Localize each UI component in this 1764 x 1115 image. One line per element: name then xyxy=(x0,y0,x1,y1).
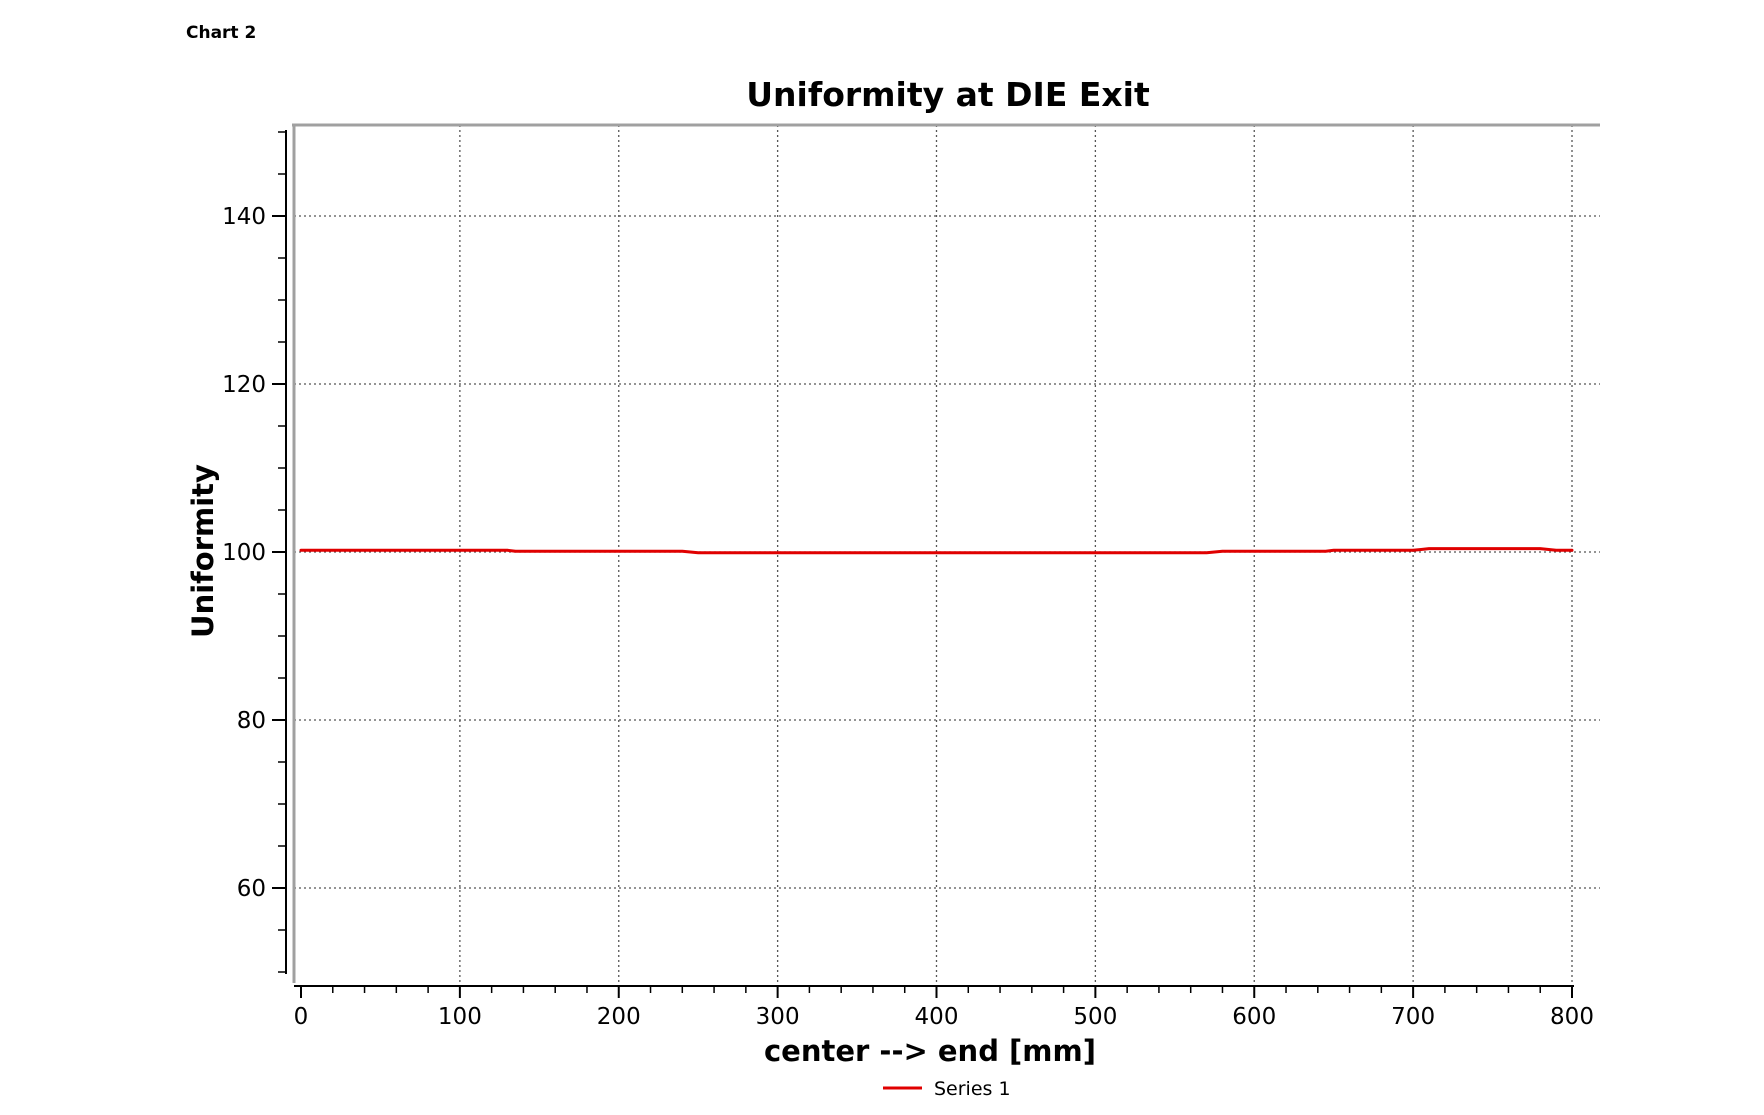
y-tick-label-140: 140 xyxy=(222,204,266,230)
y-axis-title: Uniformity xyxy=(186,464,220,638)
y-axis: 60 80 100 120 140 xyxy=(222,130,287,974)
x-tick-label-400: 400 xyxy=(915,1004,959,1030)
gridlines xyxy=(294,125,1600,983)
series-layer xyxy=(299,547,1574,555)
x-tick-label-100: 100 xyxy=(438,1004,482,1030)
x-tick-label-500: 500 xyxy=(1073,1004,1117,1030)
x-tick-label-700: 700 xyxy=(1391,1004,1435,1030)
series-line-1 xyxy=(299,547,1574,555)
x-tick-label-0: 0 xyxy=(294,1004,309,1030)
x-tick-label-200: 200 xyxy=(597,1004,641,1030)
legend: Series 1 xyxy=(883,1078,1011,1100)
y-tick-label-100: 100 xyxy=(222,540,266,566)
x-axis: 0 100 200 300 400 500 600 700 800 xyxy=(294,985,1594,1030)
y-tick-label-120: 120 xyxy=(222,372,266,398)
legend-label-series-1: Series 1 xyxy=(934,1078,1011,1100)
x-axis-title: center --> end [mm] xyxy=(764,1034,1096,1068)
x-tick-label-800: 800 xyxy=(1550,1004,1594,1030)
x-tick-label-600: 600 xyxy=(1232,1004,1276,1030)
y-tick-label-80: 80 xyxy=(237,708,266,734)
x-tick-label-300: 300 xyxy=(756,1004,800,1030)
plot-frame xyxy=(292,123,1600,983)
chart-title: Uniformity at DIE Exit xyxy=(746,75,1150,114)
y-tick-label-60: 60 xyxy=(237,876,266,902)
page-label: Chart 2 xyxy=(186,23,256,43)
